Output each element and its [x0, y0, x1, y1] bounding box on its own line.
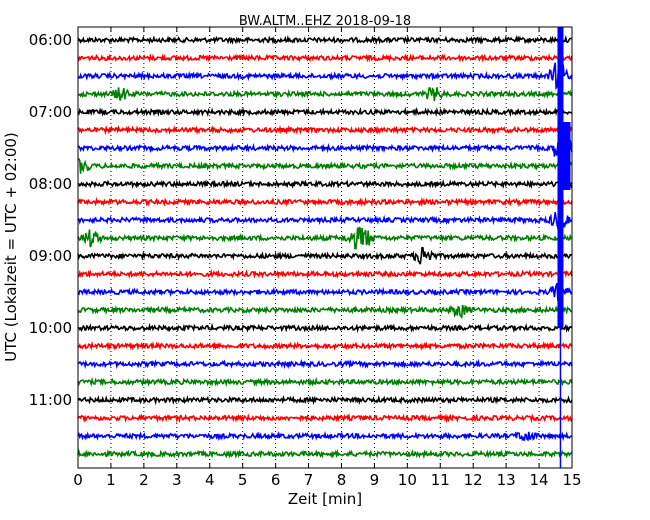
trace-0945: [77, 304, 573, 319]
trace-1030: [77, 358, 573, 370]
x-tick-label: 5: [238, 471, 248, 489]
x-tick-label: 4: [205, 471, 215, 489]
trace-1145: [77, 448, 573, 460]
x-tick-label: 13: [497, 471, 516, 489]
y-axis-label: UTC (Lokalzeit = UTC + 02:00): [2, 132, 20, 362]
x-tick-label: 0: [73, 471, 83, 489]
x-axis-label: Zeit [min]: [288, 490, 362, 508]
trace-1130: [77, 430, 573, 442]
trace-0615: [77, 52, 573, 64]
trace-0900: [77, 246, 572, 265]
trace-0600: [77, 34, 573, 46]
x-tick-label: 15: [562, 471, 581, 489]
trace-0700: [77, 106, 573, 118]
y-tick-label: 10:00: [29, 319, 72, 337]
x-tick-label: 11: [431, 471, 450, 489]
y-tick-label: 11:00: [29, 391, 72, 409]
x-tick-label: 6: [271, 471, 281, 489]
trace-0645: [77, 87, 573, 102]
x-axis: 0 1 2 3 4 5 6 7 8 9 10 11 12 13 14 15: [73, 27, 582, 489]
trace-0800: [77, 178, 573, 190]
trace-0845: [77, 226, 573, 250]
x-tick-label: 8: [337, 471, 347, 489]
x-tick-label: 9: [370, 471, 380, 489]
trace-1115: [77, 412, 573, 424]
trace-0745: [77, 156, 573, 174]
trace-0815: [77, 196, 573, 208]
grid: [110, 27, 540, 468]
trace-0730: [78, 128, 573, 166]
spike: [557, 27, 571, 468]
x-tick-label: 1: [106, 471, 116, 489]
y-tick-label: 07:00: [29, 103, 72, 121]
trace-1015: [77, 340, 573, 351]
trace-0830: [78, 211, 573, 233]
chart-title: BW.ALTM..EHZ 2018-09-18: [239, 14, 411, 29]
traces: [77, 34, 573, 460]
trace-1045: [77, 376, 573, 388]
trace-0630: [77, 57, 573, 91]
x-tick-label: 3: [172, 471, 182, 489]
trace-0715: [77, 124, 573, 136]
y-tick-label: 09:00: [29, 247, 72, 265]
x-tick-label: 14: [530, 471, 549, 489]
y-tick-label: 08:00: [29, 175, 72, 193]
plot-frame: [77, 26, 573, 469]
y-tick-label: 06:00: [29, 31, 72, 49]
x-tick-label: 7: [304, 471, 314, 489]
x-tick-label: 12: [464, 471, 483, 489]
spike-burst: [562, 122, 571, 190]
trace-0930: [77, 283, 573, 302]
x-tick-label: 2: [139, 471, 149, 489]
trace-0915: [77, 268, 573, 280]
y-axis: 06:00 07:00 08:00 09:00 10:00 11:00: [29, 31, 83, 409]
trace-1100: [77, 394, 573, 406]
trace-1000: [77, 322, 573, 334]
x-tick-label: 10: [398, 471, 417, 489]
